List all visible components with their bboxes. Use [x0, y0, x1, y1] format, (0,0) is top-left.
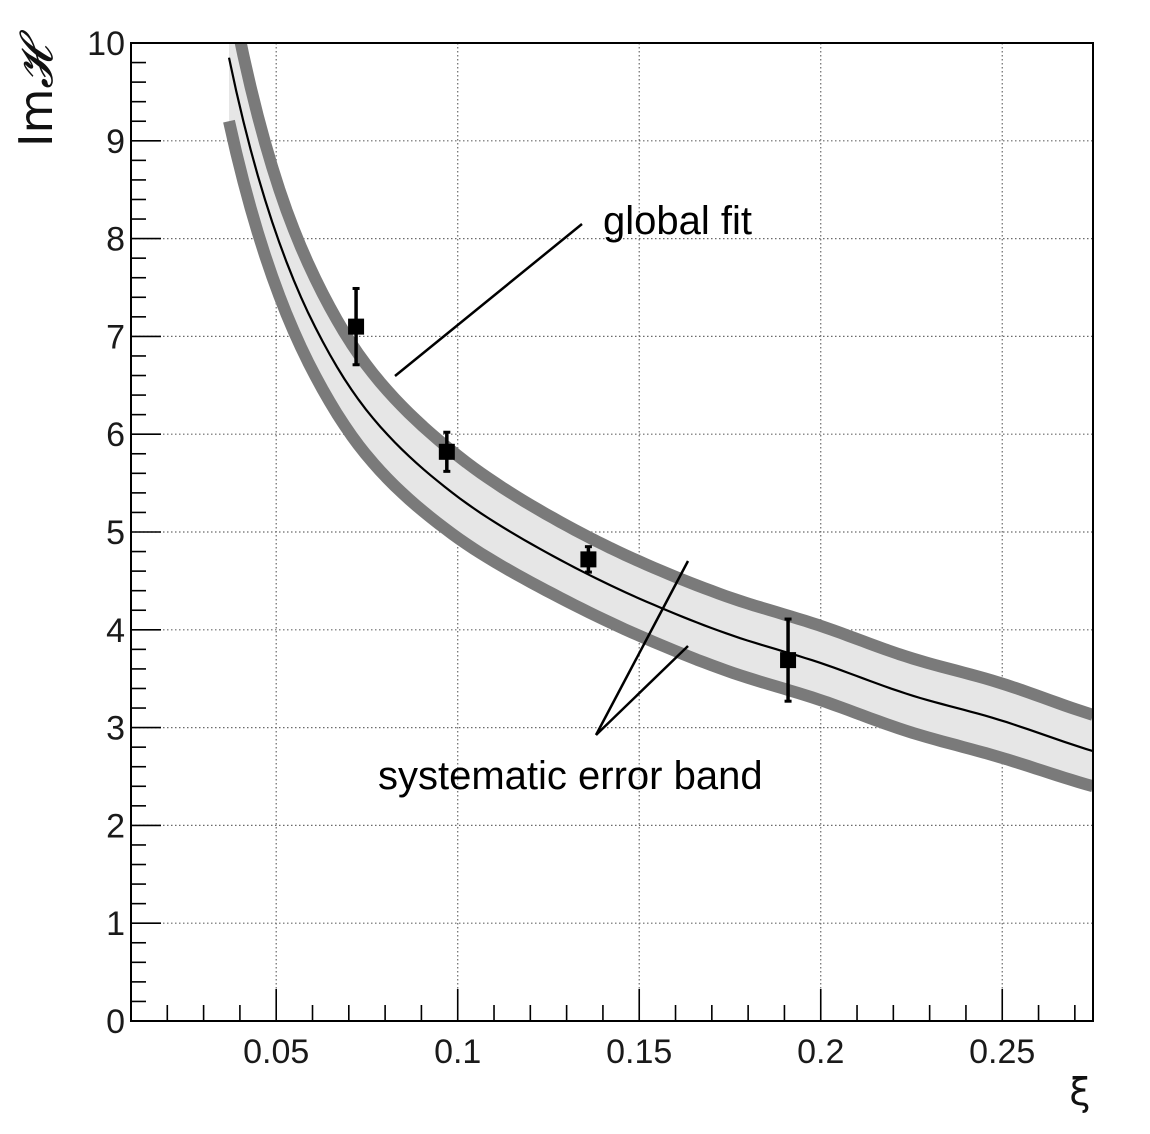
error-band-fill [229, 43, 1093, 787]
data-points-layer [348, 286, 797, 703]
y-tick-label: 4 [106, 612, 125, 650]
annotation-global-fit-label: global fit [603, 199, 752, 243]
data-marker [780, 652, 797, 669]
error-band-upper-edge [234, 43, 1093, 721]
error-band-lower-edge [223, 119, 1093, 793]
data-point [780, 617, 797, 703]
data-point [438, 430, 455, 473]
y-axis-title-prefix: Im [9, 89, 63, 147]
y-tick-labels: 0 1 2 3 4 5 6 7 8 9 10 [87, 25, 125, 1041]
data-point [580, 545, 597, 574]
x-tick-labels: 0.05 0.1 0.15 0.2 0.25 [243, 1033, 1035, 1071]
annotation-error-band-label: systematic error band [378, 754, 763, 798]
y-tick-label: 0 [106, 1003, 125, 1041]
y-tick-label: 6 [106, 416, 125, 454]
y-tick-label: 7 [106, 318, 125, 356]
x-axis-title: ξ [1069, 1070, 1090, 1114]
y-tick-label: 10 [87, 25, 125, 63]
x-tick-label: 0.05 [243, 1033, 309, 1071]
global-fit-line [227, 57, 1093, 753]
data-point [348, 286, 365, 367]
y-tick-label: 2 [106, 807, 125, 845]
y-tick-label: 3 [106, 710, 125, 748]
fit-curve-layer [227, 57, 1093, 753]
annotation-global-fit: global fit [394, 199, 752, 377]
annotation-error-band-leader-lower [595, 645, 689, 736]
data-marker [580, 551, 597, 568]
grid-lines [131, 43, 1093, 1021]
x-tick-label: 0.15 [606, 1033, 672, 1071]
y-tick-label: 5 [106, 514, 125, 552]
x-tick-label: 0.25 [969, 1033, 1035, 1071]
y-tick-label: 9 [106, 123, 125, 161]
annotation-error-band-leader-upper [594, 560, 690, 736]
y-axis-title: Im𝓗 [9, 30, 63, 147]
annotation-error-band: systematic error band [378, 560, 763, 798]
axes [130, 42, 1094, 1022]
data-marker [348, 318, 365, 335]
y-tick-label: 1 [106, 905, 125, 943]
x-tick-label: 0.1 [434, 1033, 481, 1071]
data-marker [438, 443, 455, 460]
error-band-layer [223, 43, 1093, 793]
x-tick-label: 0.2 [797, 1033, 844, 1071]
annotation-global-fit-leader [394, 223, 583, 377]
y-tick-label: 8 [106, 221, 125, 259]
